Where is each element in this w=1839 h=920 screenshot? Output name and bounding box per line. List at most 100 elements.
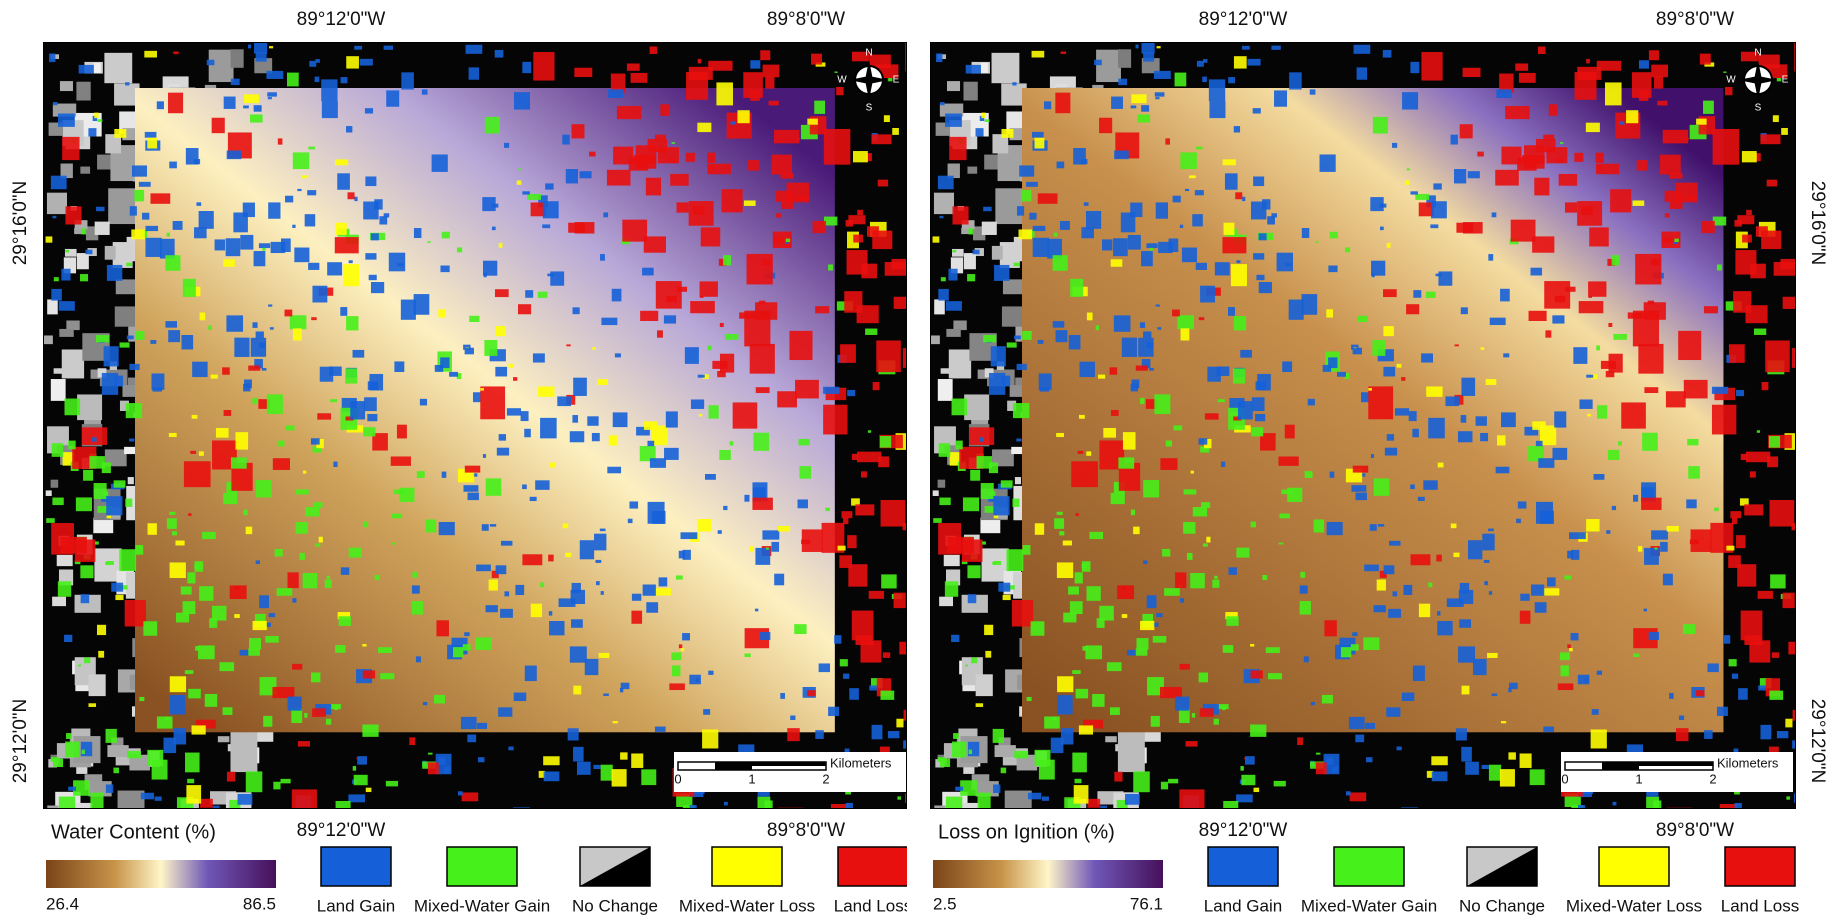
change-patch [1177,315,1194,329]
change-patch [1676,728,1689,741]
change-patch [1089,532,1103,539]
change-patch [993,496,1009,515]
change-patch [872,725,883,739]
change-patch [1531,585,1544,596]
change-patch [1029,213,1036,220]
change-patch [194,159,200,164]
change-patch [423,702,427,705]
change-patch [1131,384,1138,392]
change-patch [1055,93,1070,114]
change-patch [492,227,496,231]
change-patch [308,263,319,270]
change-patch [292,225,295,228]
change-patch [970,470,980,481]
change-patch [1597,671,1602,675]
change-patch [1012,82,1016,85]
change-patch [1665,213,1670,217]
change-patch [1482,534,1494,551]
change-patch [213,806,220,813]
change-patch [760,50,770,60]
change-patch [1310,89,1316,94]
terrain [118,791,145,821]
change-patch [621,683,630,689]
change-patch [524,429,531,437]
change-patch [1078,451,1084,454]
change-patch [1122,614,1128,618]
change-patch [200,799,213,808]
change-patch [1162,549,1170,557]
change-patch [1081,159,1087,164]
change-patch [1155,92,1165,96]
change-patch [592,347,596,350]
change-patch [1084,202,1089,206]
change-patch [1026,182,1038,187]
latitude-label: 29°12'0"N [10,699,31,784]
change-patch [945,581,958,596]
change-patch [1181,328,1190,340]
change-patch [612,769,627,786]
change-patch [303,471,306,474]
change-patch [475,637,491,650]
change-patch [80,274,88,281]
change-patch [1363,637,1379,650]
change-patch [267,623,271,627]
change-patch [240,235,253,250]
change-patch [587,416,598,425]
change-patch [1154,71,1171,79]
change-patch [777,391,797,407]
terrain [949,349,971,378]
terrain [47,299,58,314]
change-patch [1468,540,1482,559]
legend-swatch [1725,847,1795,886]
change-patch [476,565,491,572]
change-patch [514,693,526,701]
change-patch [219,662,234,671]
change-patch [903,348,922,368]
change-patch [1314,519,1324,532]
terrain [946,329,960,337]
change-patch [658,147,679,163]
change-patch [679,551,685,559]
change-patch [1183,522,1195,534]
change-patch [1305,471,1313,478]
change-patch [514,92,530,109]
change-patch [571,124,584,138]
change-patch [577,762,591,775]
change-patch [1141,43,1154,54]
change-patch [1192,214,1203,226]
change-patch [1057,162,1065,169]
change-patch [1017,206,1024,215]
change-patch [473,392,481,402]
change-patch [1035,523,1044,535]
longitude-label: 89°12'0"W [297,820,386,841]
change-patch [371,282,384,293]
terrain [933,490,939,496]
change-patch [1006,549,1023,571]
change-patch [994,265,1009,281]
change-patch [1223,801,1238,821]
change-patch [238,794,253,805]
change-patch [527,194,541,200]
legend-label: Mixed-Water Gain [1301,896,1437,915]
compass-letter: E [893,75,900,86]
change-patch [369,275,377,280]
change-patch [696,678,699,682]
change-patch [933,518,942,523]
change-patch [883,652,890,658]
change-patch [1579,399,1592,408]
change-patch [848,215,865,224]
change-patch [953,733,959,739]
change-patch [1053,255,1068,271]
change-patch [1413,290,1421,298]
change-patch [1785,719,1792,728]
terrain [1118,732,1145,772]
change-patch [1686,499,1696,508]
change-patch [1228,77,1235,83]
change-patch [1426,292,1436,298]
change-patch [978,793,991,811]
change-patch [1792,348,1811,368]
change-patch [243,105,249,108]
legend-label: No Change [572,896,658,915]
change-patch [946,797,962,817]
change-patch [468,493,479,501]
